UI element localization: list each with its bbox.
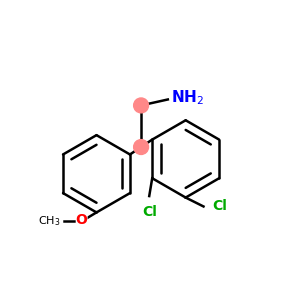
Text: Cl: Cl (212, 200, 227, 214)
Text: NH$_2$: NH$_2$ (171, 88, 204, 107)
Circle shape (134, 98, 148, 113)
Circle shape (134, 140, 148, 154)
Text: Cl: Cl (142, 205, 157, 219)
Text: O: O (76, 213, 88, 227)
Text: CH$_3$: CH$_3$ (38, 214, 61, 228)
